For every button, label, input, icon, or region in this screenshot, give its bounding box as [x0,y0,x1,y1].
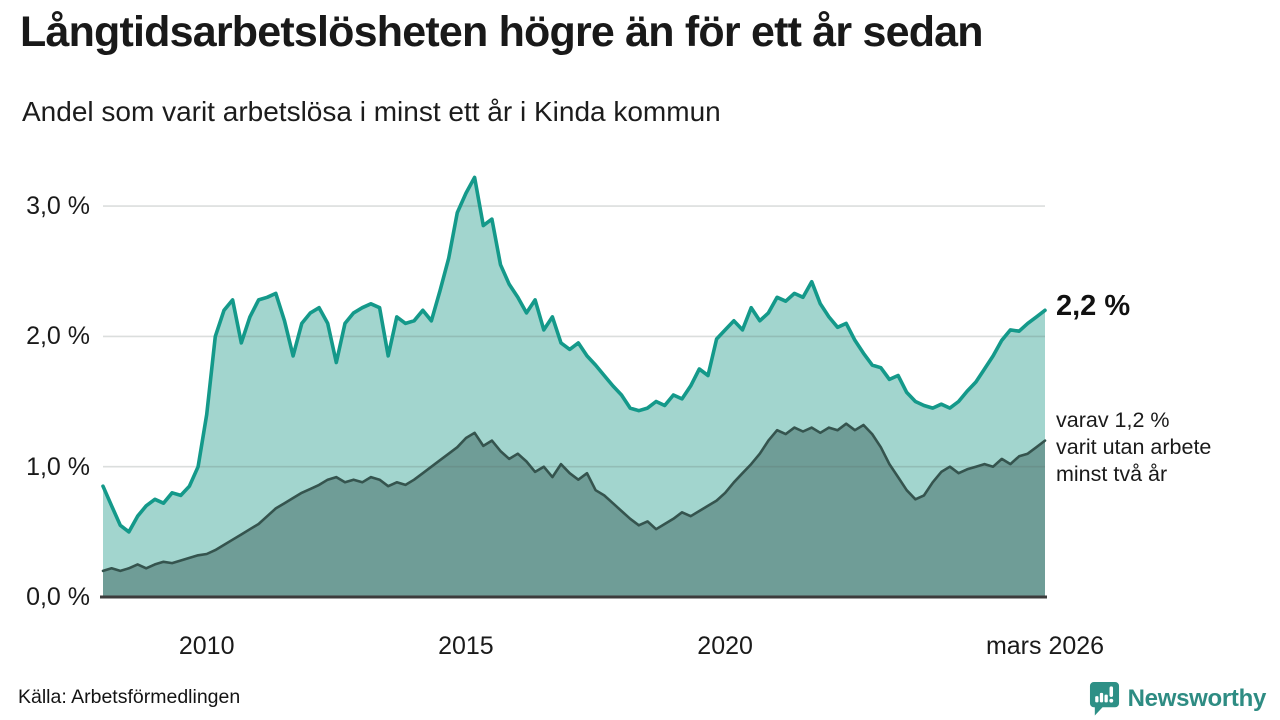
y-tick-label: 3,0 % [26,192,90,221]
latest-value-annotation: 2,2 % [1056,290,1131,322]
newsworthy-bubble-icon [1089,682,1119,716]
line-arbetslösa-minst-ett-år [101,175,1047,534]
y-tick-label: 0,0 % [26,583,90,611]
source-credit: Källa: Arbetsförmedlingen [18,686,241,708]
x-tick-label: 2015 [438,632,494,660]
page-title: Långtidsarbetslösheten högre än för ett … [20,8,984,56]
line-arbetslösa-minst-två-år [101,422,1047,573]
newsworthy-wordmark: Newsworthy [1127,684,1267,712]
x-tick-label: 2020 [697,632,753,660]
two-year-note-annotation: varav 1,2 % varit utan arbete minst två … [1056,408,1212,486]
newsworthy-logo[interactable]: Newsworthy [1089,681,1266,716]
area-arbetslösa-minst-två-år [103,423,1045,597]
chart-subtitle: Andel som varit arbetslösa i minst ett å… [22,96,721,127]
x-tick-label: 2010 [178,632,235,660]
y-tick-label: 2,0 % [26,322,90,351]
x-tick-label: mars 2026 [985,632,1105,660]
y-tick-label: 1,0 % [26,452,90,481]
